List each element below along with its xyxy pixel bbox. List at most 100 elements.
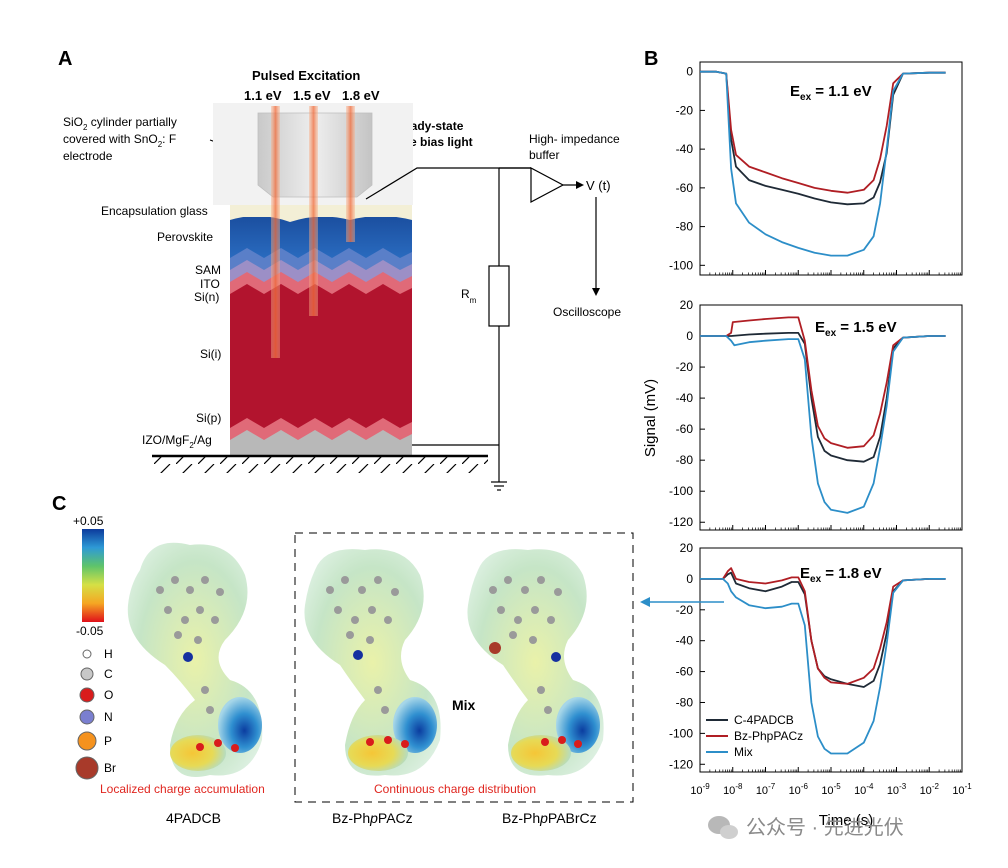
panel-b-label: B — [644, 48, 658, 70]
encapsulation-label: Encapsulation glass — [101, 204, 208, 218]
y-tick-label: -120 — [669, 757, 693, 771]
atom-br-icon — [75, 756, 99, 780]
series-line-c-4padcb — [700, 331, 946, 463]
bottom-contact-layer — [230, 430, 412, 455]
y-tick-label: -60 — [676, 422, 694, 436]
output-arrowhead — [576, 181, 584, 189]
series-line-bz-phppacz — [700, 316, 946, 449]
x-tick-label: 10-4 — [854, 782, 874, 797]
localized-charge-label: Localized charge accumulation — [100, 782, 265, 796]
atom-br-label: Br — [104, 761, 116, 775]
ground-hatch — [152, 457, 488, 473]
y-tick-label: -60 — [676, 181, 694, 195]
vt-label: V (t) — [586, 178, 611, 193]
mix-label: Mix — [452, 697, 476, 713]
series-line-mix — [700, 578, 946, 755]
atom-o-icon — [79, 687, 95, 703]
scale-min-label: -0.05 — [76, 624, 104, 638]
panel-a-label: A — [58, 48, 72, 70]
y-tick-label: -100 — [669, 258, 693, 272]
atom-c-icon — [80, 667, 94, 681]
y-tick-label: 20 — [680, 541, 694, 555]
chart-1-5ev: 20 0 -20 -40 -60 -80 -100 -120 Eex = 1.5 eV — [669, 298, 963, 531]
x-tick-label: 10-6 — [789, 782, 809, 797]
charge-color-scale — [82, 529, 104, 622]
y-tick-label: -40 — [676, 391, 694, 405]
atom-p-icon — [77, 731, 97, 751]
energy-label-1: 1.1 eV — [244, 88, 282, 103]
y-tick-label: -80 — [676, 695, 694, 709]
si-p-label: Si(p) — [196, 411, 221, 425]
y-tick-label: -20 — [676, 603, 694, 617]
y-tick-label: 0 — [686, 572, 693, 586]
y-tick-label: 0 — [686, 329, 693, 343]
y-tick-label: -40 — [676, 142, 694, 156]
si-i-layer — [230, 284, 412, 440]
perovskite-label: Perovskite — [157, 230, 213, 244]
x-tick-label: 10-1 — [952, 782, 972, 797]
atom-p-label: P — [104, 734, 112, 748]
pulsed-excitation-label: Pulsed Excitation — [252, 68, 360, 83]
x-axis-label: Time (s) — [819, 812, 873, 829]
rm-label: Rm — [461, 287, 477, 305]
buffer-amplifier — [530, 167, 565, 203]
legend-label: Mix — [734, 745, 753, 759]
y-tick-label: -80 — [676, 220, 694, 234]
legend-label: C-4PADCB — [734, 713, 794, 727]
atom-h-label: H — [104, 647, 113, 661]
series-line-bz-phppacz — [700, 70, 946, 194]
resistor-rm — [488, 265, 510, 327]
chart-1-8ev: 20 0 -20 -40 -60 -80 -100 -120 10-9 10-8 10-7 10-6 1… — [669, 541, 972, 797]
y-tick-label: -100 — [669, 484, 693, 498]
y-tick-label: -40 — [676, 634, 694, 648]
series-line-bz-phppacz — [700, 567, 946, 685]
series-line-mix — [700, 335, 946, 514]
atom-o-label: O — [104, 688, 113, 702]
molecule-4padcb — [127, 542, 263, 777]
legend-label: Bz-PhpPACz — [734, 729, 803, 743]
series-line-mix — [700, 70, 946, 257]
x-tick-label: 10-9 — [690, 782, 710, 797]
molecule-bz-phppacz — [304, 549, 441, 776]
scale-max-label: +0.05 — [73, 514, 104, 528]
watermark: 公众号 · 先进光伏 — [708, 816, 904, 839]
bottom-contact-label: IZO/MgF2/Ag — [142, 433, 212, 450]
encapsulation-glass — [230, 205, 412, 217]
ito-label: ITO — [200, 277, 220, 291]
atom-c-label: C — [104, 667, 113, 681]
panel-c-label: C — [52, 493, 66, 515]
chart-1-1ev: 0 -20 -40 -60 -80 -100 Eex = 1.1 eV — [669, 61, 963, 276]
continuous-charge-label: Continuous charge distribution — [374, 782, 536, 796]
oscilloscope-label: Oscilloscope — [553, 305, 621, 319]
energy-label-3: 1.8 eV — [342, 88, 380, 103]
molecule-name-bz-phppacz: Bz-PhpPACz — [332, 810, 413, 826]
si-i-label: Si(i) — [200, 347, 221, 361]
oscilloscope-arrowhead — [592, 288, 600, 296]
molecule-name-4padcb: 4PADCB — [166, 810, 221, 826]
y-tick-label: 0 — [686, 65, 693, 79]
si-n-label: Si(n) — [194, 290, 219, 304]
x-tick-label: 10-7 — [756, 782, 776, 797]
molecule-bz-phppabrcz — [467, 549, 604, 776]
x-tick-label: 10-2 — [920, 782, 940, 797]
atom-n-label: N — [104, 710, 113, 724]
y-tick-label: -20 — [676, 360, 694, 374]
beam-1-1ev — [271, 106, 280, 358]
x-tick-label: 10-5 — [821, 782, 841, 797]
buffer-label: High- impedance buffer — [529, 132, 623, 162]
y-tick-label: 20 — [680, 298, 694, 312]
atom-n-icon — [79, 709, 95, 725]
x-tick-label: 10-8 — [723, 782, 743, 797]
y-tick-label: -60 — [676, 665, 694, 679]
ground-symbol — [491, 481, 507, 491]
energy-label-2: 1.5 eV — [293, 88, 331, 103]
chart-title: Eex = 1.1 eV — [790, 83, 872, 103]
y-axis-label: Signal (mV) — [642, 379, 659, 457]
chart-title: Eex = 1.5 eV — [815, 319, 897, 339]
sam-label: SAM — [195, 263, 221, 277]
cylinder-label: SiO2 cylinder partially covered with SnO… — [63, 115, 180, 163]
x-tick-label: 10-3 — [887, 782, 907, 797]
y-tick-label: -100 — [669, 726, 693, 740]
beam-1-5ev — [309, 106, 318, 316]
beam-1-8ev — [346, 106, 355, 242]
